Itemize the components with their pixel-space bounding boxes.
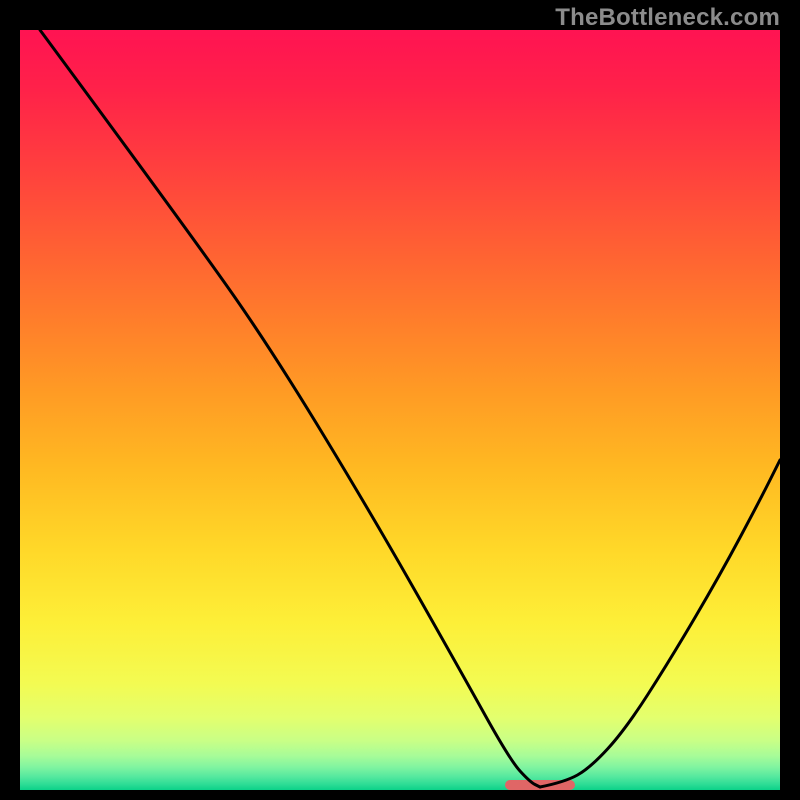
chart-frame: TheBottleneck.com — [0, 0, 800, 800]
gradient-background — [20, 30, 780, 790]
bottleneck-plot — [20, 30, 780, 790]
watermark-text: TheBottleneck.com — [555, 4, 780, 32]
